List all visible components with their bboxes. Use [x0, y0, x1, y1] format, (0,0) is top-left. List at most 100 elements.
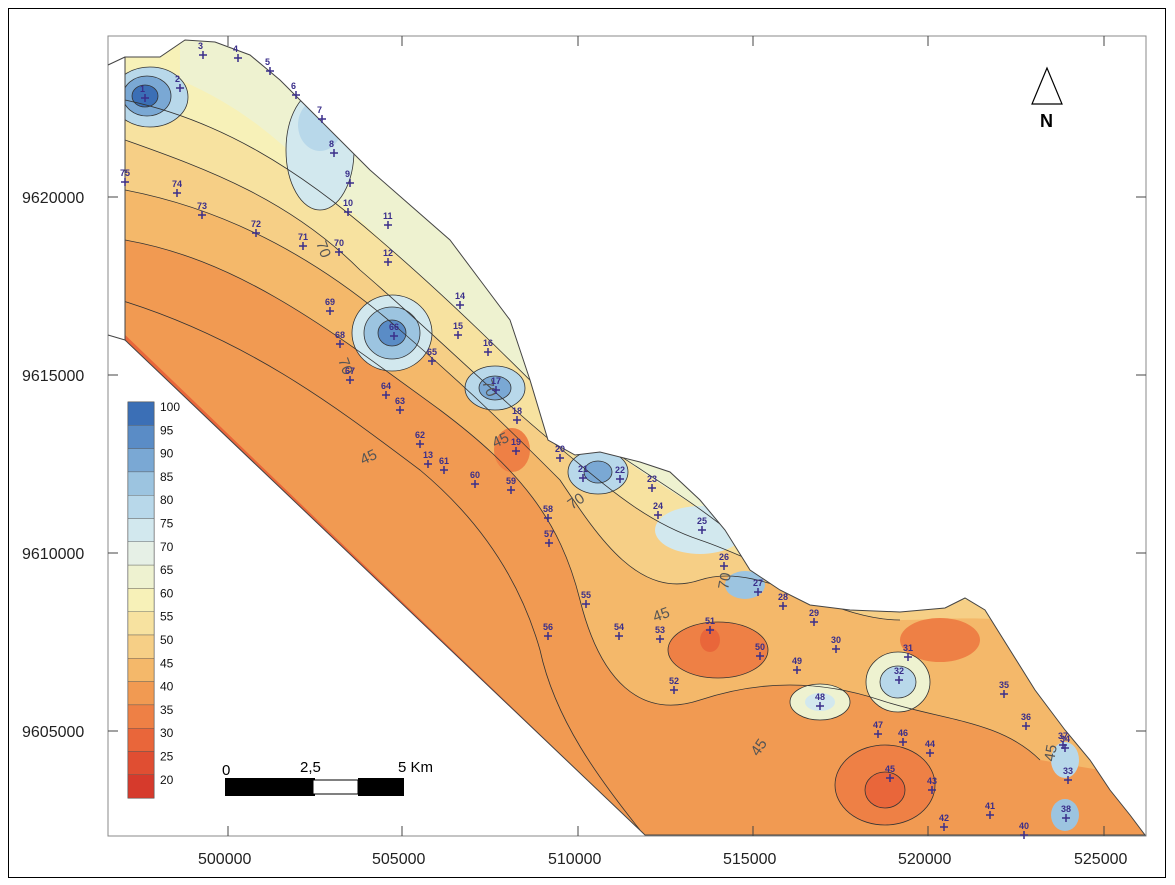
sample-point: 60 — [470, 470, 480, 488]
scale-label-0: 0 — [222, 762, 230, 779]
sample-point: 49 — [792, 656, 802, 674]
sample-point-label: 61 — [439, 456, 449, 466]
coast-line-left — [107, 334, 126, 341]
sample-point-label: 60 — [470, 470, 480, 480]
sample-point: 45 — [885, 764, 895, 782]
sample-point-label: 53 — [655, 625, 665, 635]
sample-point-label: 67 — [345, 366, 355, 376]
sample-point-label: 29 — [809, 608, 819, 618]
legend-swatch — [127, 425, 155, 449]
sample-point: 35 — [999, 680, 1009, 698]
sample-point: 42 — [939, 813, 949, 831]
sample-point: 10 — [343, 198, 353, 216]
sample-point: 32 — [894, 666, 904, 684]
legend-swatch — [127, 471, 155, 496]
legend-label: 85 — [160, 470, 174, 484]
sample-point: 61 — [439, 456, 449, 474]
sample-point: 70 — [334, 238, 344, 256]
legend-label: 60 — [160, 586, 174, 600]
sample-point: 44 — [925, 739, 935, 757]
sample-point-label: 63 — [395, 396, 405, 406]
y-tick-label: 9610000 — [22, 546, 84, 563]
sample-point-label: 42 — [939, 813, 949, 823]
legend-swatch — [127, 634, 155, 659]
legend-label: 50 — [160, 633, 174, 647]
sample-point: 40 — [1019, 821, 1029, 839]
legend-label: 70 — [160, 540, 174, 554]
sample-point: 23 — [647, 474, 657, 492]
sample-point-label: 59 — [506, 476, 516, 486]
sample-point: 43 — [927, 776, 937, 794]
sample-point-label: 37 — [1058, 731, 1068, 741]
sample-point-label: 45 — [885, 764, 895, 774]
legend-swatch — [127, 495, 155, 519]
sample-point-label: 21 — [578, 464, 588, 474]
map-frame — [8, 8, 1166, 878]
sample-point-label: 48 — [815, 692, 825, 702]
sample-point-label: 46 — [898, 728, 908, 738]
sample-point-label: 40 — [1019, 821, 1029, 831]
sample-point: 62 — [415, 430, 425, 448]
sample-point: 72 — [251, 219, 261, 237]
contour-lines — [125, 66, 1041, 831]
sample-point: 19 — [511, 437, 521, 455]
sample-point-label: 2 — [175, 74, 180, 84]
contour-label: 45 — [1041, 743, 1061, 762]
sample-point-label: 27 — [753, 578, 763, 588]
legend-label: 30 — [160, 726, 174, 740]
sample-point: 13 — [423, 450, 433, 468]
sample-point-label: 69 — [325, 297, 335, 307]
sample-point: 68 — [335, 330, 345, 348]
sample-point: 21 — [578, 464, 588, 482]
legend-label: 40 — [160, 680, 174, 694]
sample-point: 8 — [329, 139, 338, 157]
legend-swatch — [127, 658, 155, 682]
sample-point-label: 35 — [999, 680, 1009, 690]
sample-point-label: 44 — [925, 739, 935, 749]
legend-swatch — [127, 401, 155, 426]
sample-point-label: 43 — [927, 776, 937, 786]
sample-point-label: 75 — [120, 168, 130, 178]
legend-swatch — [127, 681, 155, 706]
sample-point-label: 47 — [873, 720, 883, 730]
sample-point-label: 15 — [453, 321, 463, 331]
sample-point-label: 22 — [615, 465, 625, 475]
sample-point: 54 — [614, 622, 624, 640]
sample-point: 15 — [453, 321, 463, 339]
sample-point: 71 — [298, 232, 308, 250]
x-axis: 500000 505000 510000 515000 520000 525000 — [198, 36, 1127, 868]
contour-label: 45 — [358, 446, 380, 468]
north-arrow-icon: N — [1031, 66, 1063, 131]
sample-point-label: 19 — [511, 437, 521, 447]
sample-point-label: 70 — [334, 238, 344, 248]
sample-point: 7 — [317, 105, 326, 123]
sample-point: 4 — [233, 44, 242, 62]
sample-point-label: 28 — [778, 592, 788, 602]
x-tick-label: 520000 — [898, 851, 951, 868]
sample-point-label: 64 — [381, 381, 391, 391]
scale-label-end: 5 Km — [398, 759, 433, 776]
sample-point-label: 3 — [198, 41, 203, 51]
legend-swatch — [127, 541, 155, 566]
sample-point: 47 — [873, 720, 883, 738]
y-tick-label: 9615000 — [22, 368, 84, 385]
contour-label: 70 — [478, 378, 500, 399]
legend-swatch — [127, 751, 155, 775]
sample-point: 75 — [120, 168, 130, 186]
sample-point: 28 — [778, 592, 788, 610]
sample-point: 5 — [265, 57, 274, 75]
sample-point: 31 — [903, 643, 913, 661]
legend-label: 20 — [160, 773, 174, 787]
sample-point: 26 — [719, 552, 729, 570]
y-axis: 9620000 9615000 9610000 9605000 — [22, 190, 1146, 741]
sample-point-label: 1 — [140, 84, 145, 94]
sample-point-label: 54 — [614, 622, 624, 632]
contour-label: 45 — [651, 604, 672, 626]
sample-point-label: 36 — [1021, 712, 1031, 722]
sample-point-label: 4 — [233, 44, 238, 54]
legend-swatch — [127, 448, 155, 473]
sample-point-label: 31 — [903, 643, 913, 653]
sample-point: 29 — [809, 608, 819, 626]
sample-point-label: 62 — [415, 430, 425, 440]
